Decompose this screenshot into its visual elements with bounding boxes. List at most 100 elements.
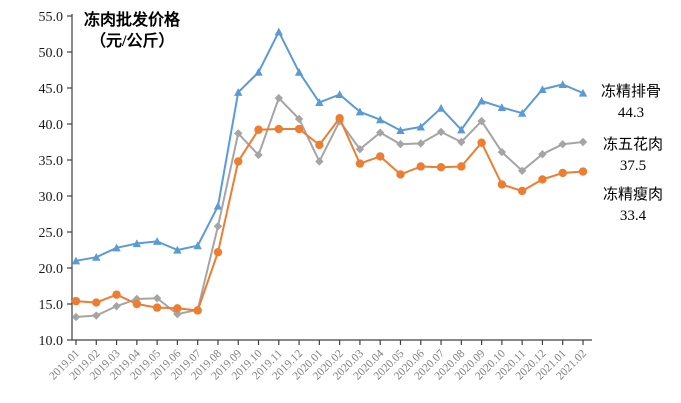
y-tick-label: 50.0 <box>39 46 64 61</box>
marker-diamond-1 <box>132 294 142 304</box>
marker-diamond-1 <box>497 147 507 157</box>
marker-circle-2 <box>416 162 425 171</box>
marker-circle-2 <box>274 124 283 134</box>
y-tick-label: 20.0 <box>39 262 64 277</box>
marker-circle-2 <box>112 290 121 299</box>
marker-diamond-1 <box>213 222 223 231</box>
marker-circle-2 <box>173 304 182 313</box>
marker-diamond-1 <box>92 311 101 320</box>
y-tick-label: 10.0 <box>39 334 64 349</box>
marker-triangle-0 <box>315 98 324 106</box>
marker-diamond-1 <box>538 150 547 159</box>
marker-circle-2 <box>477 138 486 147</box>
marker-diamond-1 <box>457 137 466 147</box>
marker-circle-2 <box>132 299 142 309</box>
marker-diamond-1 <box>294 114 304 124</box>
marker-circle-2 <box>517 186 527 196</box>
y-tick-label: 30.0 <box>39 190 64 205</box>
marker-diamond-1 <box>578 137 588 147</box>
y-tick-label: 15.0 <box>39 298 64 313</box>
marker-triangle-0 <box>396 126 405 135</box>
chart-title-line2: （元/公斤） <box>90 33 175 50</box>
series-line-2 <box>75 117 584 312</box>
marker-diamond-1 <box>355 145 365 154</box>
marker-circle-2 <box>396 170 405 179</box>
marker-triangle-0 <box>578 88 588 97</box>
series-line-1 <box>75 97 584 318</box>
marker-diamond-1 <box>517 166 527 175</box>
y-tick-label: 25.0 <box>39 226 64 241</box>
marker-triangle-0 <box>376 115 385 124</box>
series-line-0 <box>75 30 584 262</box>
marker-circle-2 <box>315 140 324 150</box>
marker-triangle-0 <box>274 27 283 36</box>
marker-circle-2 <box>558 168 567 178</box>
marker-diamond-1 <box>416 139 425 148</box>
marker-diamond-1 <box>71 312 81 322</box>
marker-triangle-0 <box>457 125 466 134</box>
marker-circle-2 <box>335 114 344 123</box>
marker-circle-2 <box>193 306 202 315</box>
marker-circle-2 <box>457 162 466 171</box>
y-tick-label: 40.0 <box>39 118 64 133</box>
marker-triangle-0 <box>294 67 304 76</box>
marker-diamond-1 <box>112 301 121 311</box>
marker-circle-2 <box>152 303 162 312</box>
y-tick-label: 45.0 <box>39 82 64 97</box>
marker-triangle-0 <box>173 245 182 254</box>
series-end-label-belly: 冻五花肉 37.5 <box>590 135 676 177</box>
marker-circle-2 <box>436 163 446 172</box>
marker-triangle-0 <box>436 103 446 112</box>
marker-circle-2 <box>213 247 223 257</box>
marker-triangle-0 <box>538 85 547 94</box>
marker-diamond-1 <box>558 139 567 149</box>
chart-title-line1: 冻肉批发价格 <box>84 12 181 29</box>
marker-diamond-1 <box>477 116 486 126</box>
marker-diamond-1 <box>436 127 446 137</box>
marker-diamond-1 <box>234 129 243 138</box>
series-end-label-lean: 冻精瘦肉 33.4 <box>590 185 676 227</box>
marker-diamond-1 <box>152 294 162 303</box>
marker-circle-2 <box>538 175 547 184</box>
marker-diamond-1 <box>173 309 182 319</box>
marker-circle-2 <box>294 124 304 134</box>
marker-triangle-0 <box>132 239 142 248</box>
marker-triangle-0 <box>92 253 101 261</box>
marker-circle-2 <box>376 152 385 161</box>
marker-circle-2 <box>578 167 588 176</box>
y-tick-label: 55.0 <box>39 10 64 25</box>
marker-circle-2 <box>355 159 365 168</box>
series-end-label-ribs: 冻精排骨 44.3 <box>588 82 674 124</box>
marker-triangle-0 <box>517 109 527 117</box>
marker-circle-2 <box>92 298 101 307</box>
series-name-lean: 冻精瘦肉 <box>602 187 663 203</box>
chart-title: 冻肉批发价格 （元/公斤） <box>84 10 180 52</box>
marker-diamond-1 <box>254 150 263 160</box>
marker-diamond-1 <box>274 93 283 103</box>
marker-triangle-0 <box>193 241 202 250</box>
marker-triangle-0 <box>234 88 243 96</box>
series-name-ribs: 冻精排骨 <box>600 84 661 100</box>
marker-triangle-0 <box>335 90 344 99</box>
marker-triangle-0 <box>112 243 121 252</box>
series-value-lean: 33.4 <box>619 208 647 224</box>
marker-triangle-0 <box>152 237 162 245</box>
marker-diamond-1 <box>376 128 385 137</box>
marker-triangle-0 <box>558 80 567 88</box>
marker-diamond-1 <box>315 157 324 166</box>
series-value-ribs: 44.3 <box>617 105 645 121</box>
marker-circle-2 <box>234 157 243 166</box>
marker-triangle-0 <box>213 201 223 210</box>
series-name-belly: 冻五花肉 <box>602 137 663 153</box>
marker-circle-2 <box>497 180 507 189</box>
y-tick-label: 35.0 <box>39 154 64 169</box>
marker-triangle-0 <box>497 103 507 112</box>
marker-triangle-0 <box>355 107 365 116</box>
marker-circle-2 <box>254 125 263 134</box>
marker-circle-2 <box>71 296 81 306</box>
marker-diamond-1 <box>396 139 405 149</box>
marker-triangle-0 <box>71 256 81 265</box>
series-value-belly: 37.5 <box>619 158 647 174</box>
